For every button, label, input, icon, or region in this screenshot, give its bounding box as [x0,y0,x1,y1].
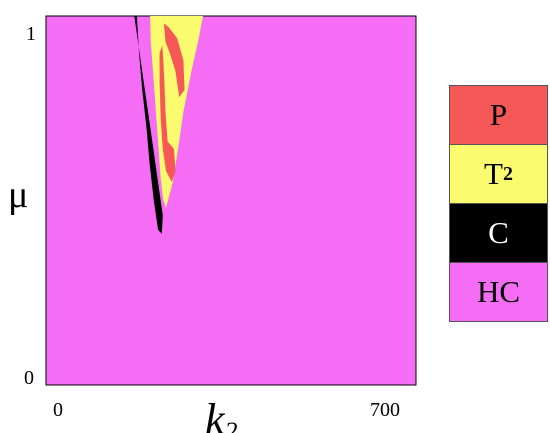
phase-diagram: 1 0 0 700 μ k2 [8,15,417,433]
legend-label: C [488,215,509,250]
legend-label: T [484,156,503,191]
region-c [134,16,163,234]
legend-label: HC [476,274,521,309]
x-axis-label-main: k [205,395,226,433]
plot-background [45,15,417,386]
region-p [159,45,176,182]
y-tick-label: 1 [26,23,36,45]
x-axis-label: k2 [205,395,238,433]
legend-item-p: P [450,86,547,145]
y-axis-label: μ [8,174,28,216]
legend-label: P [489,97,508,132]
legend-item-hc: HC [450,263,547,321]
legend-label-sub: 2 [502,162,513,185]
region-p-arc [163,23,185,98]
x-tick-label: 0 [53,399,63,421]
x-tick-label: 700 [370,399,400,421]
y-tick-label: 0 [24,367,34,389]
legend-item-c: C [450,204,547,263]
x-axis-label-sub: 2 [225,417,238,433]
